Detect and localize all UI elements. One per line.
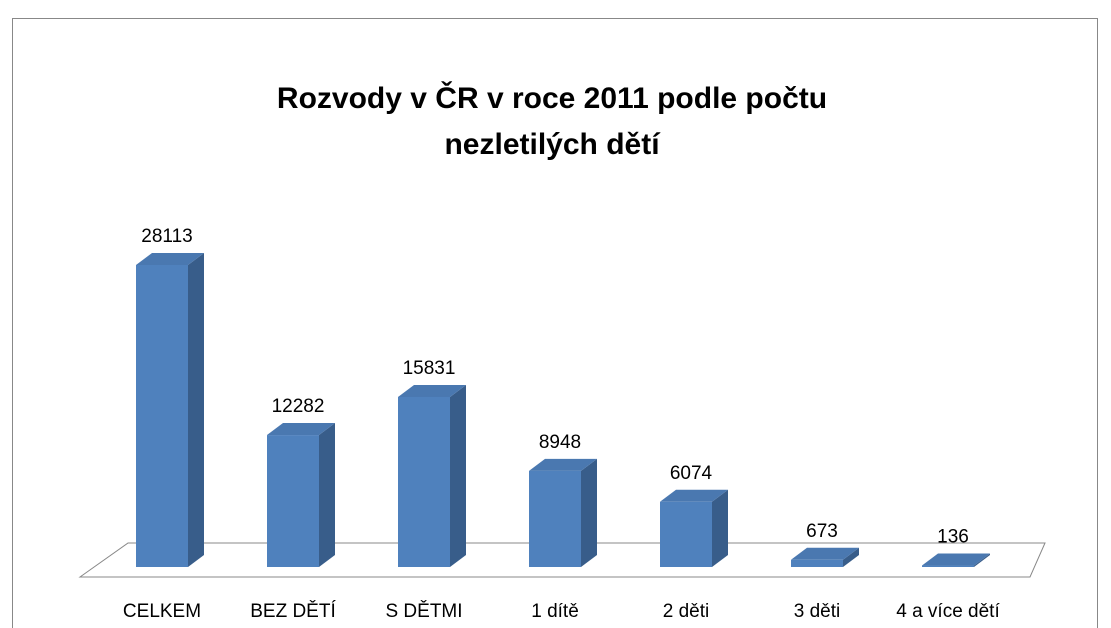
chart-title: nezletilých dětí — [444, 128, 661, 161]
value-label: 673 — [806, 521, 838, 542]
value-label: 12282 — [272, 396, 325, 417]
value-label: 6074 — [670, 463, 713, 484]
bar — [660, 489, 728, 567]
x-tick-label: 1 dítě — [531, 601, 579, 622]
x-tick-label: S DĚTMI — [385, 600, 462, 622]
bar — [791, 547, 859, 567]
value-label: 136 — [937, 527, 969, 548]
chart-title: Rozvody v ČR v roce 2011 podle počtu — [277, 81, 827, 115]
bar — [136, 253, 204, 567]
bar — [922, 553, 990, 567]
bar — [529, 458, 597, 567]
x-tick-label: BEZ DĚTÍ — [250, 600, 336, 622]
bar — [398, 384, 466, 567]
bar — [267, 423, 335, 567]
value-label: 28113 — [141, 226, 192, 247]
value-label: 15831 — [403, 358, 456, 379]
value-label: 8948 — [539, 432, 581, 453]
x-tick-label: 4 a více dětí — [896, 601, 1000, 622]
x-tick-label: CELKEM — [123, 601, 201, 622]
x-tick-label: 2 děti — [663, 601, 709, 622]
x-tick-label: 3 děti — [794, 601, 840, 622]
